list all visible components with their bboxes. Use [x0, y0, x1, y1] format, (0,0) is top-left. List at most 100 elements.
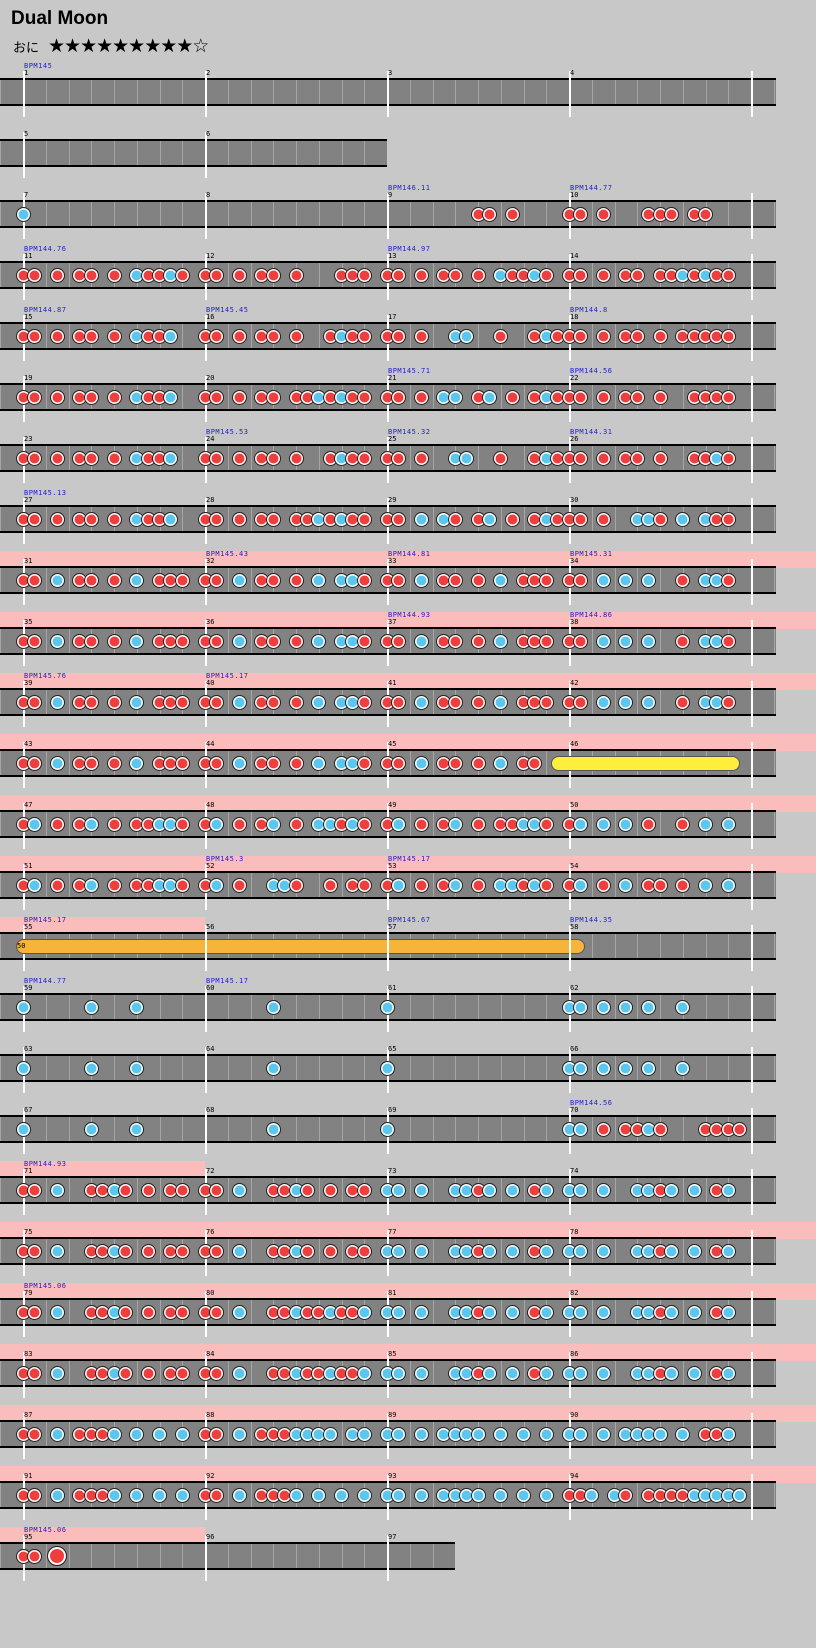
ka-note [414, 756, 429, 771]
beat-divider [160, 1361, 161, 1385]
ka-note [448, 390, 463, 405]
beat-divider [433, 812, 434, 836]
don-note [357, 573, 372, 588]
beat-divider [69, 446, 70, 470]
beat-divider [615, 995, 616, 1019]
don-note [50, 817, 65, 832]
beat-divider [728, 202, 729, 226]
drumroll [551, 756, 740, 771]
measure-number: 83 [24, 1350, 33, 1358]
don-note [539, 268, 554, 283]
ka-note [641, 1061, 656, 1076]
beat-divider [433, 1178, 434, 1202]
measure-number: 34 [570, 557, 579, 565]
don-note [357, 451, 372, 466]
beat-divider [46, 1483, 47, 1507]
ka-note [84, 878, 99, 893]
don-note [107, 695, 122, 710]
beat-divider [615, 873, 616, 897]
beat-divider [319, 141, 320, 165]
beat-divider [683, 385, 684, 409]
beat-divider [0, 1422, 1, 1446]
beat-divider [592, 1239, 593, 1263]
beat-divider [69, 812, 70, 836]
beat-divider [251, 568, 252, 592]
beat-divider [46, 202, 47, 226]
ka-note [459, 329, 474, 344]
beat-divider [182, 1056, 183, 1080]
beat-divider [69, 1117, 70, 1141]
beat-divider [364, 1117, 365, 1141]
measure-number: 58 [570, 923, 579, 931]
ka-note [664, 1305, 679, 1320]
beat-divider [228, 1178, 229, 1202]
beat-divider [433, 80, 434, 104]
don-note [84, 329, 99, 344]
measure-line [751, 1413, 753, 1459]
beat-divider [46, 324, 47, 348]
beat-divider [46, 690, 47, 714]
don-note [573, 451, 588, 466]
beat-divider [182, 80, 183, 104]
ka-note [84, 817, 99, 832]
beat-divider [433, 446, 434, 470]
don-note [141, 1366, 156, 1381]
beat-divider [592, 1361, 593, 1385]
beat-divider [251, 141, 252, 165]
beat-divider [524, 995, 525, 1019]
ka-note [448, 817, 463, 832]
measure-number: 85 [388, 1350, 397, 1358]
ka-note [414, 1305, 429, 1320]
beat-divider [774, 1117, 775, 1141]
beat-divider [774, 1178, 775, 1202]
ka-note [50, 1183, 65, 1198]
ka-note [27, 878, 42, 893]
ka-note [539, 1488, 554, 1503]
beat-divider [251, 1056, 252, 1080]
don-note [323, 1183, 338, 1198]
beat-divider [46, 385, 47, 409]
beat-divider [637, 995, 638, 1019]
ka-note [175, 1488, 190, 1503]
beat-divider [410, 507, 411, 531]
ka-note [232, 634, 247, 649]
ka-note [675, 1061, 690, 1076]
beat-divider [615, 1300, 616, 1324]
ka-note [482, 390, 497, 405]
don-note [357, 756, 372, 771]
beat-divider [433, 629, 434, 653]
measure-line [751, 742, 753, 788]
measure-number: 80 [206, 1289, 215, 1297]
beat-divider [251, 263, 252, 287]
beat-divider [660, 568, 661, 592]
don-note [641, 817, 656, 832]
beat-divider [433, 1361, 434, 1385]
don-note [721, 634, 736, 649]
beat-divider [273, 202, 274, 226]
ka-note [232, 756, 247, 771]
beat-divider [774, 568, 775, 592]
beat-divider [296, 995, 297, 1019]
don-note [141, 1305, 156, 1320]
don-note [27, 512, 42, 527]
song-title: Dual Moon [11, 8, 109, 29]
ka-note [50, 756, 65, 771]
beat-divider [410, 1056, 411, 1080]
beat-divider [592, 629, 593, 653]
beat-divider [706, 80, 707, 104]
ka-note [493, 756, 508, 771]
measure-number: 51 [24, 862, 33, 870]
beat-divider [410, 873, 411, 897]
beat-divider [615, 568, 616, 592]
ka-note [414, 695, 429, 710]
ka-note [129, 634, 144, 649]
don-note [721, 390, 736, 405]
don-note [209, 268, 224, 283]
measure-number: 23 [24, 435, 33, 443]
beat-divider [592, 507, 593, 531]
beat-divider [69, 1239, 70, 1263]
ka-note [50, 1305, 65, 1320]
measure-line [205, 132, 207, 178]
ka-note [618, 1000, 633, 1015]
beat-divider [251, 1544, 252, 1568]
